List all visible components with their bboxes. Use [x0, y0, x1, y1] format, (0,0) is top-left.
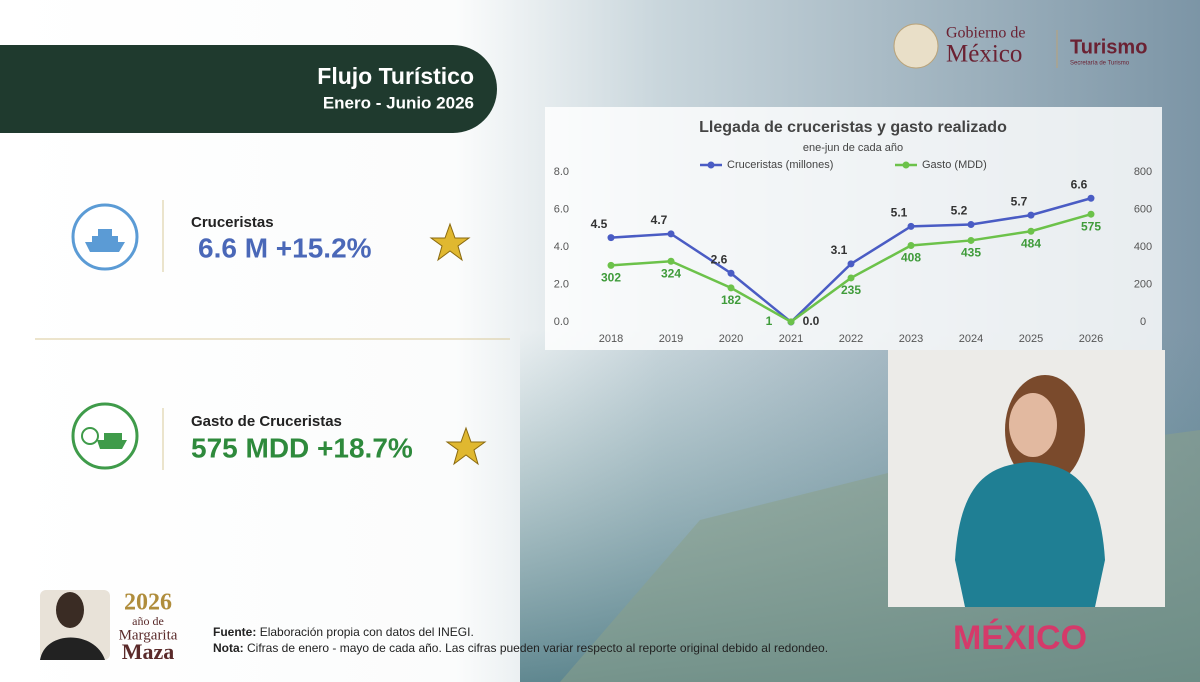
y2-tick-label: 800	[1134, 166, 1152, 178]
logo-agency-sub: Secretaría de Turismo	[1070, 61, 1130, 67]
kpi-label: Cruceristas	[191, 214, 274, 231]
point	[607, 234, 615, 242]
data-label: 5.1	[891, 206, 908, 220]
data-label: 575	[1081, 219, 1101, 233]
chart-panel	[545, 107, 1162, 350]
x-tick-label: 2026	[1079, 333, 1103, 345]
point	[1087, 210, 1095, 218]
data-label: 435	[961, 246, 981, 260]
data-label: 5.2	[951, 204, 968, 218]
footer-label: Fuente:	[213, 625, 256, 639]
chart: Llegada de cruceristas y gasto realizado…	[554, 119, 1152, 345]
data-label: 182	[721, 293, 741, 307]
star	[429, 222, 471, 262]
point	[667, 257, 675, 265]
badge-line: Margarita	[119, 627, 178, 643]
footer-text: Elaboración propia con datos del INEGI.	[260, 625, 474, 639]
data-label: 408	[901, 251, 921, 265]
y2-tick-label: 600	[1134, 203, 1152, 215]
legend-marker	[707, 161, 715, 169]
coin-icon	[81, 427, 99, 445]
kpi-value: 6.6 M +15.2%	[198, 232, 372, 263]
point	[847, 260, 855, 268]
header-title: Flujo Turístico	[317, 63, 474, 89]
badge-line: año de	[132, 614, 164, 628]
x-tick-label: 2020	[719, 333, 743, 345]
point	[847, 274, 855, 282]
logo-agency: Turismo	[1070, 36, 1147, 58]
point	[727, 284, 735, 292]
data-label: 4.5	[591, 217, 608, 231]
footer-label: Nota:	[213, 641, 244, 655]
point	[607, 261, 615, 269]
y-tick-label: 4.0	[554, 241, 569, 253]
x-tick-label: 2025	[1019, 333, 1043, 345]
data-label: 6.6	[1071, 177, 1088, 191]
logo-line2: México	[946, 41, 1022, 68]
x-tick-label: 2018	[599, 333, 623, 345]
point	[967, 221, 975, 228]
kpi-value: 575 MDD +18.7%	[191, 432, 413, 463]
y-tick-label: 8.0	[554, 166, 569, 178]
portrait-body	[40, 637, 105, 660]
badge-year: 2026	[124, 590, 172, 616]
y-tick-label: 0.0	[554, 316, 569, 328]
point	[967, 236, 975, 244]
chart-title: Llegada de cruceristas y gasto realizado	[699, 119, 1007, 136]
logo-seal	[893, 23, 939, 69]
point	[727, 269, 735, 277]
y2-tick-label: 0	[1140, 316, 1146, 328]
x-tick-label: 2019	[659, 333, 683, 345]
header-bar	[0, 45, 497, 133]
x-tick-label: 2022	[839, 333, 863, 345]
point	[907, 242, 915, 249]
point	[1027, 211, 1035, 219]
footer-source: Fuente: Elaboración propia con datos del…	[213, 625, 474, 639]
portrait-head	[56, 592, 84, 628]
footer-text: Cifras de enero - mayo de cada año. Las …	[247, 641, 828, 655]
legend-label: Gasto (MDD)	[922, 159, 987, 171]
data-label: 302	[601, 271, 621, 285]
point	[787, 318, 795, 326]
ship-icon	[85, 229, 125, 252]
y2-tick-label: 200	[1134, 278, 1152, 290]
data-label: 3.1	[831, 243, 848, 257]
chart-subtitle: ene-jun de cada año	[803, 142, 903, 154]
legend-label: Cruceristas (millones)	[727, 159, 833, 171]
point	[667, 230, 675, 238]
legend-marker	[902, 161, 910, 169]
left-edge	[0, 0, 6, 682]
data-label: 0.0	[803, 314, 820, 328]
x-tick-label: 2021	[779, 333, 803, 345]
brand: MÉXICO	[953, 619, 1087, 657]
badge-line: Maza	[122, 639, 175, 664]
header-subtitle: Enero - Junio 2026	[323, 93, 474, 112]
x-tick-label: 2024	[959, 333, 983, 345]
data-label: 2.6	[711, 252, 728, 266]
logo-line1: Gobierno de	[946, 25, 1026, 42]
interpreter-body	[955, 462, 1105, 607]
y-tick-label: 6.0	[554, 203, 569, 215]
point	[1027, 227, 1035, 235]
point	[907, 222, 915, 230]
star	[445, 426, 487, 466]
data-label: 235	[841, 283, 861, 297]
ship-icon	[97, 433, 127, 449]
y-tick-label: 2.0	[554, 278, 569, 290]
y2-tick-label: 400	[1134, 241, 1152, 253]
x-tick-label: 2023	[899, 333, 923, 345]
footer-note: Nota: Cifras de enero - mayo de cada año…	[213, 641, 828, 655]
interpreter-face	[1009, 393, 1057, 457]
kpi-label: Gasto de Cruceristas	[191, 413, 342, 430]
data-label: 4.7	[651, 213, 668, 227]
data-label: 5.7	[1011, 194, 1028, 208]
point	[1087, 194, 1095, 202]
data-label: 324	[661, 266, 681, 280]
data-label: 1	[766, 314, 773, 328]
data-label: 484	[1021, 236, 1041, 250]
